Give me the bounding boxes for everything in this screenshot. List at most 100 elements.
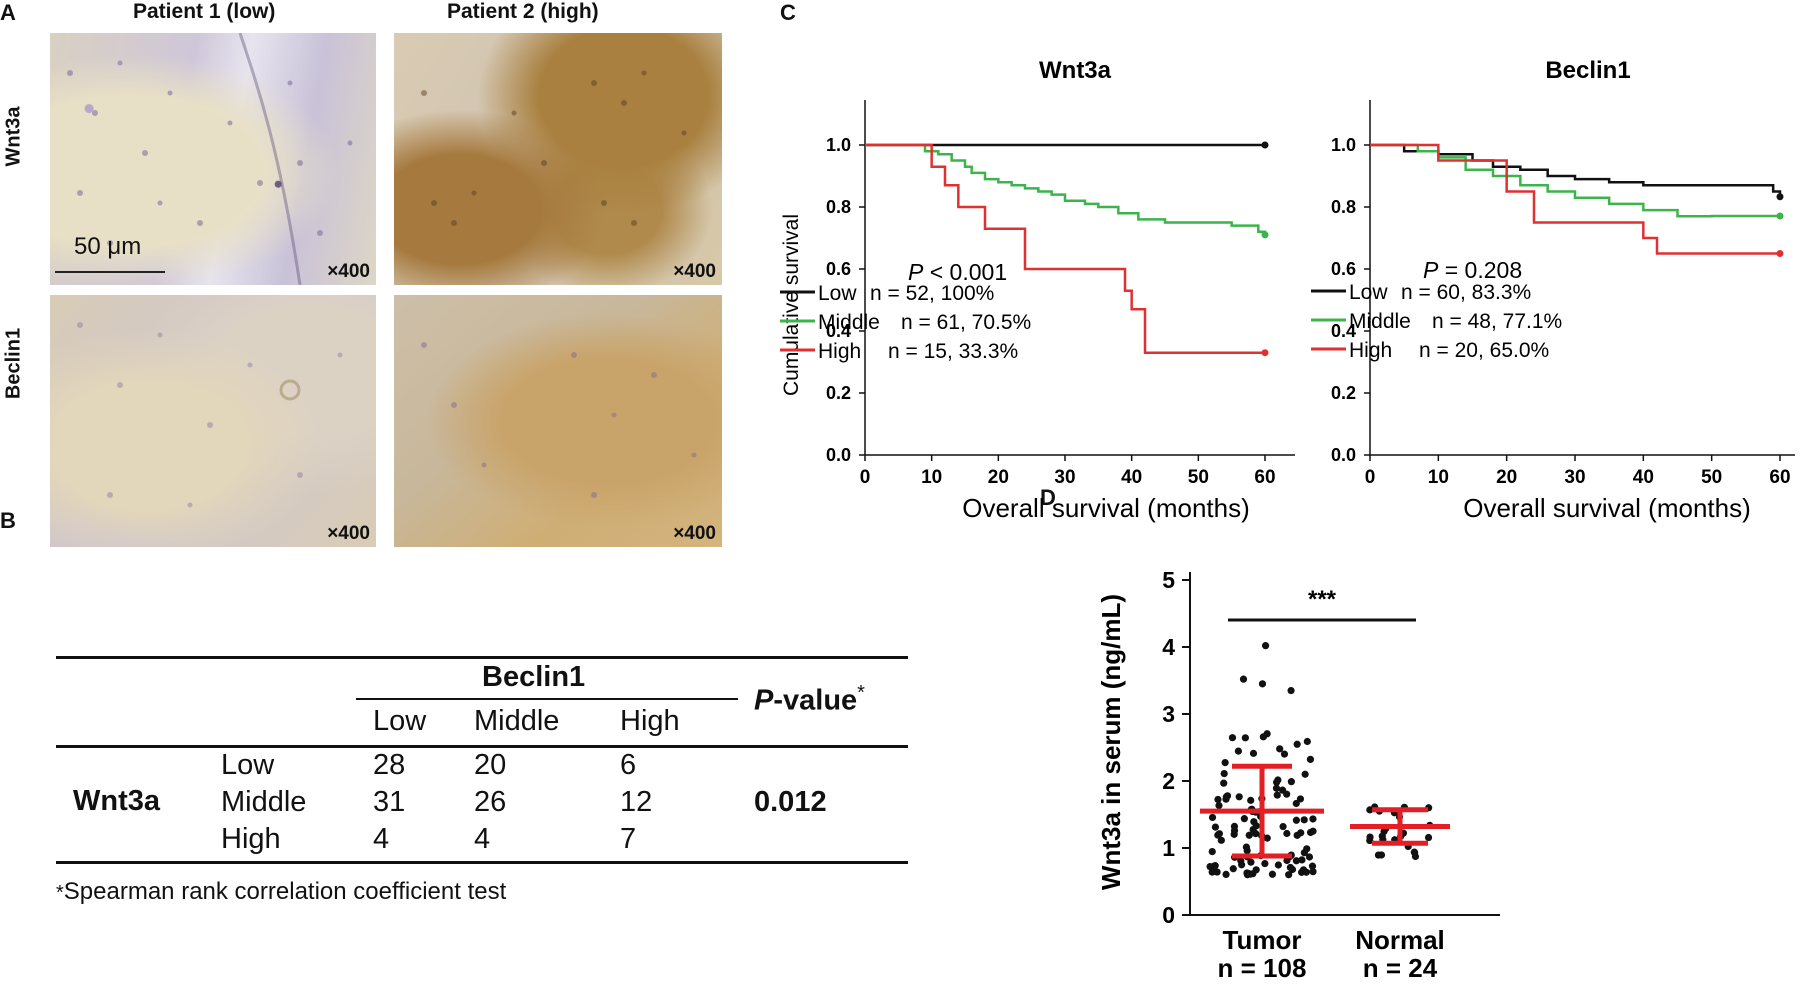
y-tick-label: 0.2 [1331, 383, 1356, 403]
y-tick-label: 0.8 [826, 197, 851, 217]
data-point [1279, 822, 1287, 831]
km-chart-wnt3a: Wnt3a Cumulative survival Overall surviv… [780, 57, 1295, 523]
data-point [1298, 856, 1306, 864]
data-point [1280, 750, 1289, 758]
data-point [1293, 740, 1301, 748]
x-axis-label: Overall survival (months) [962, 493, 1250, 523]
y-axis-label: Wnt3a in serum (ng/mL) [1096, 594, 1126, 890]
legend-stats: n = 52, 100% [870, 282, 994, 305]
category-label-tumor: Tumor [1223, 925, 1302, 955]
scale-bar-label: 50 μm [74, 233, 142, 260]
y-tick-label: 0.0 [826, 445, 851, 465]
table-cell: 6 [620, 749, 637, 781]
table-row-label-middle: Middle [221, 786, 307, 818]
category-n-normal: n = 24 [1363, 953, 1438, 983]
p-italic: P [1423, 257, 1439, 283]
table-pvalue: 0.012 [754, 786, 827, 818]
pvalue-rest: -value [773, 684, 858, 717]
table-footnote: *Spearman rank correlation coefficient t… [56, 878, 506, 906]
table-subheader-middle: Middle [474, 705, 560, 737]
data-point [1377, 851, 1386, 859]
table-cell: 26 [474, 786, 507, 818]
x-tick-label: 20 [1496, 467, 1517, 488]
data-point [1273, 791, 1281, 799]
table-row-group-label: Wnt3a [73, 785, 160, 817]
legend-label: Low [1349, 281, 1388, 304]
data-point [1301, 770, 1309, 778]
data-point [1249, 749, 1258, 757]
x-tick-label: 30 [1054, 467, 1075, 488]
y-tick-label: 4 [1162, 634, 1175, 660]
data-point [1252, 822, 1260, 830]
legend-label: High [818, 340, 861, 363]
data-point [1262, 642, 1270, 650]
row-label-beclin1: Beclin1 [2, 327, 25, 400]
table-bottom-rule [56, 861, 908, 864]
data-point [1235, 793, 1243, 801]
magnification-label: ×400 [327, 523, 370, 544]
x-tick-label: 60 [1254, 467, 1275, 488]
table-cell: 20 [474, 749, 507, 781]
data-point [1292, 816, 1300, 824]
significance-stars: *** [1308, 586, 1337, 613]
data-point [1239, 675, 1248, 683]
data-point [1274, 861, 1282, 869]
data-point [1299, 866, 1308, 874]
data-point [1303, 737, 1311, 746]
x-tick-label: 0 [860, 467, 871, 488]
legend-stats: n = 15, 33.3% [888, 340, 1018, 363]
data-point [1272, 784, 1281, 792]
data-point [1366, 833, 1374, 841]
table-row-label-low: Low [221, 749, 275, 781]
x-tick-label: 20 [988, 467, 1009, 488]
data-point [1247, 858, 1255, 866]
y-tick-label: 2 [1162, 768, 1175, 794]
footnote-mark: * [56, 882, 64, 904]
p-value-annotation: P < 0.001 [908, 259, 1007, 285]
y-tick-label: 0 [1162, 902, 1175, 928]
data-point [1228, 734, 1237, 742]
x-tick-label: 40 [1121, 467, 1142, 488]
micrograph-wnt3a-patient-1: 50 μm ×400 [50, 33, 376, 285]
y-tick-label: 5 [1162, 567, 1175, 593]
data-point [1223, 792, 1232, 800]
p-rest: < 0.001 [923, 259, 1007, 285]
p-rest: = 0.208 [1438, 257, 1522, 283]
panel-label-d: D [1040, 485, 1056, 510]
data-point [1217, 836, 1225, 844]
data-point [1309, 815, 1317, 823]
data-point [1285, 871, 1293, 879]
data-point [1238, 861, 1246, 869]
magnification-label: ×400 [673, 261, 716, 282]
legend-stats: n = 61, 70.5% [901, 311, 1031, 334]
panel-label-a: A [0, 0, 16, 25]
data-point [1366, 806, 1374, 814]
table-cell: 12 [620, 786, 653, 818]
y-tick-label: 0.6 [1331, 259, 1356, 279]
data-point [1215, 801, 1223, 810]
x-tick-label: 10 [1428, 467, 1449, 488]
data-point [1278, 786, 1287, 794]
legend-stats: n = 20, 65.0% [1419, 339, 1549, 362]
data-point [1306, 755, 1315, 763]
table-subheader-low: Low [373, 705, 427, 737]
magnification-label: ×400 [673, 523, 716, 544]
table-cell: 7 [620, 823, 637, 855]
x-tick-label: 30 [1564, 467, 1585, 488]
y-tick-label: 0.2 [826, 383, 851, 403]
data-point [1240, 815, 1248, 823]
data-point [1292, 857, 1300, 865]
data-point [1309, 868, 1317, 876]
data-point [1272, 778, 1281, 786]
legend-stats: n = 48, 77.1% [1432, 310, 1562, 333]
data-point [1287, 686, 1295, 695]
footnote-text: Spearman rank correlation coefficient te… [63, 878, 507, 905]
table-cell: 31 [373, 786, 406, 818]
table-cell: 4 [474, 823, 491, 855]
data-point [1208, 847, 1216, 856]
x-tick-label: 10 [921, 467, 942, 488]
x-tick-label: 40 [1633, 467, 1654, 488]
km-chart-beclin1: Beclin1 Overall survival (months) 0 10 20 3… [1311, 57, 1795, 523]
data-point [1246, 870, 1255, 878]
curve-endpoint [1261, 141, 1269, 149]
